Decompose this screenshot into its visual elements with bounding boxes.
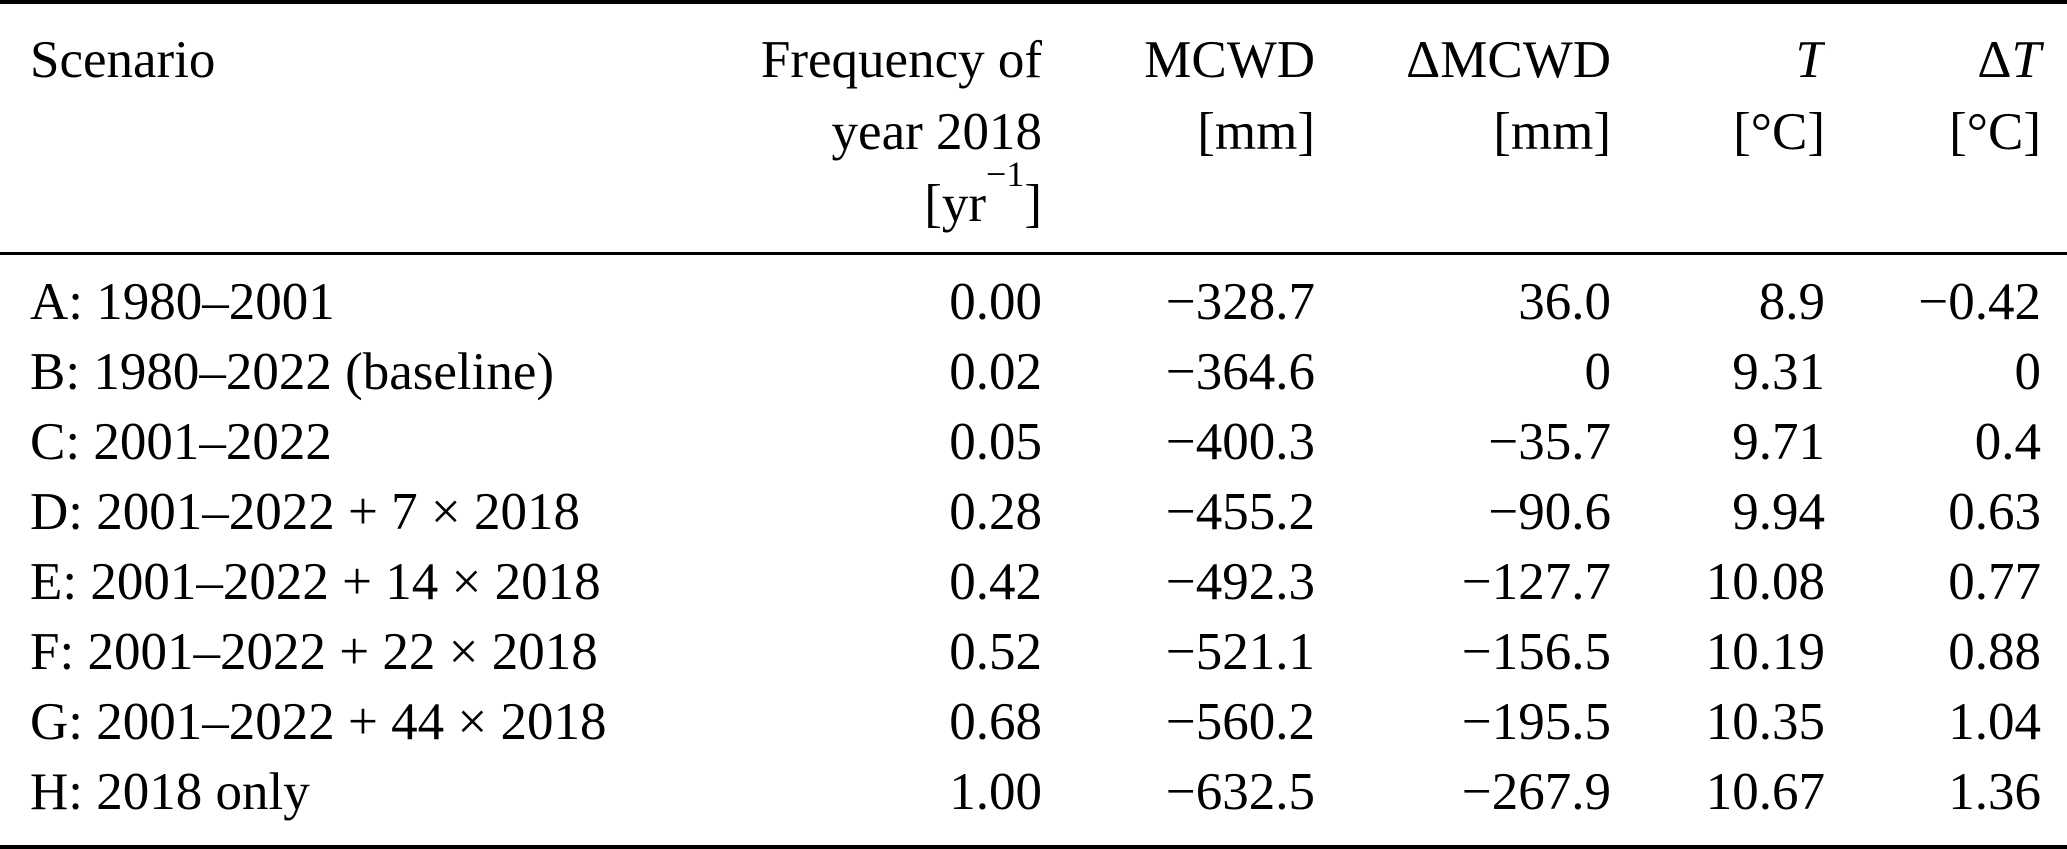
header-unit-mcwd: [mm]: [1197, 103, 1315, 161]
delta-temperature-cell: 1.36: [1948, 763, 2041, 821]
table-row: H: 2018 only 1.00 −632.5 −267.9 10.67 1.…: [0, 757, 2067, 847]
header-unit-temperature: [°C]: [1733, 103, 1825, 161]
table-row: F: 2001–2022 + 22 × 2018 0.52 −521.1 −15…: [0, 617, 2067, 687]
delta-symbol: Δ: [1406, 31, 1441, 89]
delta-mcwd-cell: −90.6: [1488, 483, 1611, 541]
mcwd-cell: −328.7: [1165, 273, 1315, 331]
delta-temperature-cell: 0.4: [1974, 413, 2041, 471]
header-label-frequency-line2: year 2018: [831, 103, 1042, 161]
mcwd-cell: −400.3: [1165, 413, 1315, 471]
delta-mcwd-cell: 0: [1584, 343, 1612, 401]
mcwd-cell: −632.5: [1165, 763, 1315, 821]
frequency-cell: 0.00: [949, 273, 1042, 331]
frequency-cell: 0.05: [949, 413, 1042, 471]
delta-mcwd-cell: −127.7: [1461, 553, 1611, 611]
scenario-cell: F: 2001–2022 + 22 × 2018: [30, 623, 598, 681]
delta-symbol: Δ: [1977, 31, 2012, 89]
column-header-mcwd: MCWD [mm]: [1042, 2, 1315, 255]
delta-temperature-cell: 0.88: [1948, 623, 2041, 681]
temperature-cell: 8.9: [1758, 273, 1825, 331]
column-header-delta-temperature: ΔT [°C]: [1825, 2, 2067, 255]
scenario-cell: B: 1980–2022 (baseline): [30, 343, 555, 401]
delta-mcwd-cell: −267.9: [1461, 763, 1611, 821]
unit-exponent: −1: [986, 154, 1025, 195]
column-header-delta-mcwd: ΔMCWD [mm]: [1315, 2, 1611, 255]
table-row: D: 2001–2022 + 7 × 2018 0.28 −455.2 −90.…: [0, 477, 2067, 547]
delta-mcwd-cell: −35.7: [1488, 413, 1611, 471]
unit-prefix: [yr: [924, 175, 987, 233]
header-label-delta-temperature: ΔT: [1825, 24, 2041, 96]
mcwd-cell: −560.2: [1165, 693, 1315, 751]
header-unit-frequency: [yr−1]: [680, 156, 1042, 240]
header-label-mcwd: MCWD: [1144, 31, 1315, 89]
mcwd-cell: −455.2: [1165, 483, 1315, 541]
temperature-cell: 9.71: [1732, 413, 1825, 471]
delta-temperature-cell: 0.77: [1948, 553, 2041, 611]
frequency-cell: 0.28: [949, 483, 1042, 541]
delta-temperature-cell: 0: [2014, 343, 2042, 401]
mcwd-cell: −364.6: [1165, 343, 1315, 401]
table-header: Scenario Frequency of year 2018 [yr−1] M…: [0, 2, 2067, 255]
column-header-scenario: Scenario: [0, 2, 680, 255]
scenario-cell: A: 1980–2001: [30, 273, 335, 331]
mcwd-cell: −492.3: [1165, 553, 1315, 611]
table-row: E: 2001–2022 + 14 × 2018 0.42 −492.3 −12…: [0, 547, 2067, 617]
scenario-cell: D: 2001–2022 + 7 × 2018: [30, 483, 581, 541]
table-body: A: 1980–2001 0.00 −328.7 36.0 8.9 −0.42 …: [0, 254, 2067, 848]
delta-temperature-cell: −0.42: [1918, 273, 2041, 331]
mcwd-label: MCWD: [1440, 31, 1611, 89]
temperature-cell: 10.08: [1705, 553, 1825, 611]
frequency-cell: 1.00: [949, 763, 1042, 821]
table-row: B: 1980–2022 (baseline) 0.02 −364.6 0 9.…: [0, 337, 2067, 407]
header-unit-delta-temperature: [°C]: [1949, 103, 2041, 161]
header-label-temperature: T: [1795, 31, 1825, 89]
unit-suffix: ]: [1024, 175, 1042, 233]
frequency-cell: 0.02: [949, 343, 1042, 401]
temperature-symbol: T: [2011, 31, 2041, 89]
header-label-scenario: Scenario: [30, 31, 216, 89]
frequency-cell: 0.52: [949, 623, 1042, 681]
scenario-cell: H: 2018 only: [30, 763, 310, 821]
header-label-delta-mcwd: ΔMCWD: [1315, 24, 1611, 96]
delta-mcwd-cell: −156.5: [1461, 623, 1611, 681]
table-row: C: 2001–2022 0.05 −400.3 −35.7 9.71 0.4: [0, 407, 2067, 477]
column-header-frequency: Frequency of year 2018 [yr−1]: [680, 2, 1042, 255]
temperature-cell: 10.67: [1705, 763, 1825, 821]
delta-temperature-cell: 0.63: [1948, 483, 2041, 541]
frequency-cell: 0.68: [949, 693, 1042, 751]
frequency-cell: 0.42: [949, 553, 1042, 611]
scenario-cell: G: 2001–2022 + 44 × 2018: [30, 693, 607, 751]
header-unit-delta-mcwd: [mm]: [1493, 103, 1611, 161]
temperature-cell: 9.31: [1732, 343, 1825, 401]
temperature-cell: 10.19: [1705, 623, 1825, 681]
table-row: G: 2001–2022 + 44 × 2018 0.68 −560.2 −19…: [0, 687, 2067, 757]
delta-temperature-cell: 1.04: [1948, 693, 2041, 751]
mcwd-cell: −521.1: [1165, 623, 1315, 681]
delta-mcwd-cell: 36.0: [1518, 273, 1611, 331]
temperature-cell: 9.94: [1732, 483, 1825, 541]
header-label-frequency-line1: Frequency of: [760, 31, 1042, 89]
table-row: A: 1980–2001 0.00 −328.7 36.0 8.9 −0.42: [0, 254, 2067, 338]
header-row: Scenario Frequency of year 2018 [yr−1] M…: [0, 2, 2067, 255]
scenario-cell: C: 2001–2022: [30, 413, 332, 471]
temperature-cell: 10.35: [1705, 693, 1825, 751]
column-header-temperature: T [°C]: [1611, 2, 1825, 255]
scenario-cell: E: 2001–2022 + 14 × 2018: [30, 553, 601, 611]
delta-mcwd-cell: −195.5: [1461, 693, 1611, 751]
